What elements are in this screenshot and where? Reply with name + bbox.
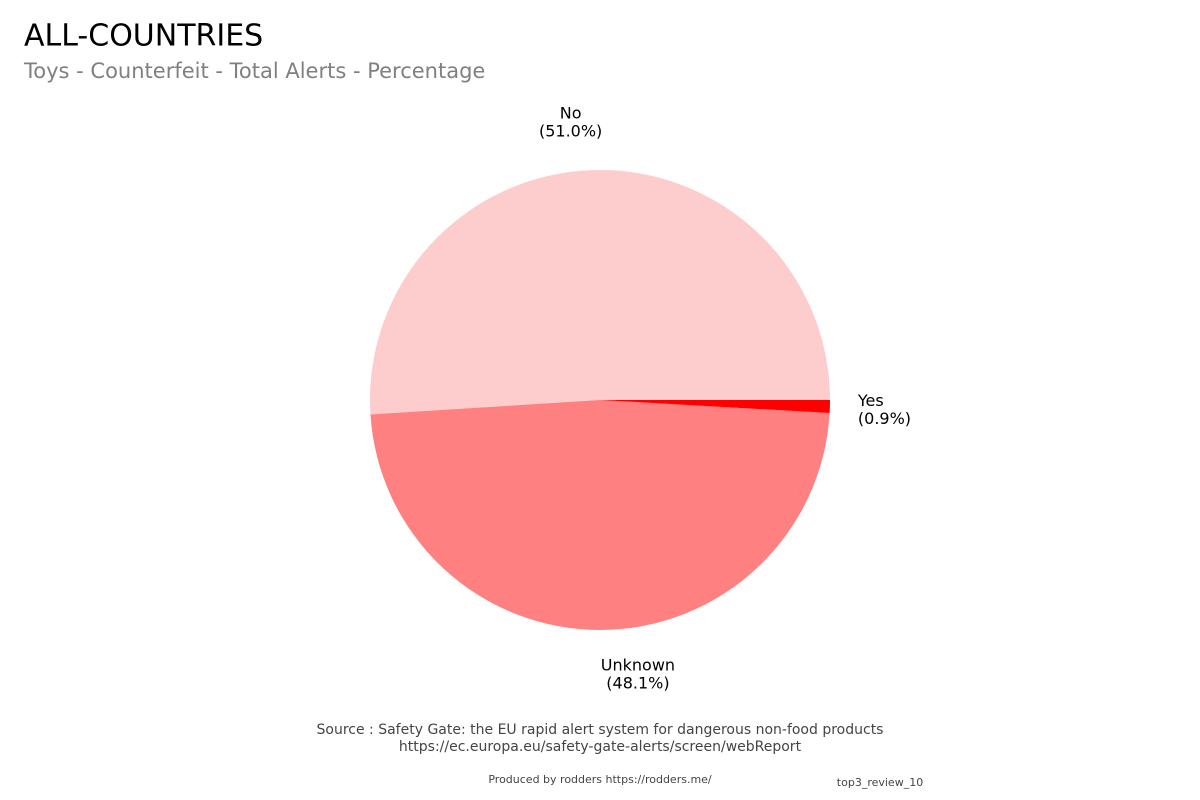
- slice-value-label: (0.9%): [858, 409, 911, 428]
- pie-slice: [369, 169, 830, 415]
- slice-label: Unknown: [601, 655, 675, 674]
- pie: No(51.0%) Unknown(48.1%) Yes(0.9%): [369, 104, 911, 692]
- pie-slice: [600, 400, 830, 413]
- pie-slice: [370, 400, 830, 630]
- tag: top3_review_10: [837, 776, 923, 789]
- source-text: Source : Safety Gate: the EU rapid alert…: [317, 722, 884, 738]
- slice-label: Yes: [857, 391, 884, 410]
- source-url: https://ec.europa.eu/safety-gate-alerts/…: [399, 739, 802, 755]
- slice-value-label: (51.0%): [539, 122, 602, 141]
- chart-title: ALL-COUNTRIES: [24, 19, 263, 54]
- chart-subtitle: Toys - Counterfeit - Total Alerts - Perc…: [23, 59, 485, 83]
- slice-label: No: [560, 104, 582, 123]
- slice-value-label: (48.1%): [606, 673, 669, 692]
- credit: Produced by rodders https://rodders.me/: [488, 773, 712, 786]
